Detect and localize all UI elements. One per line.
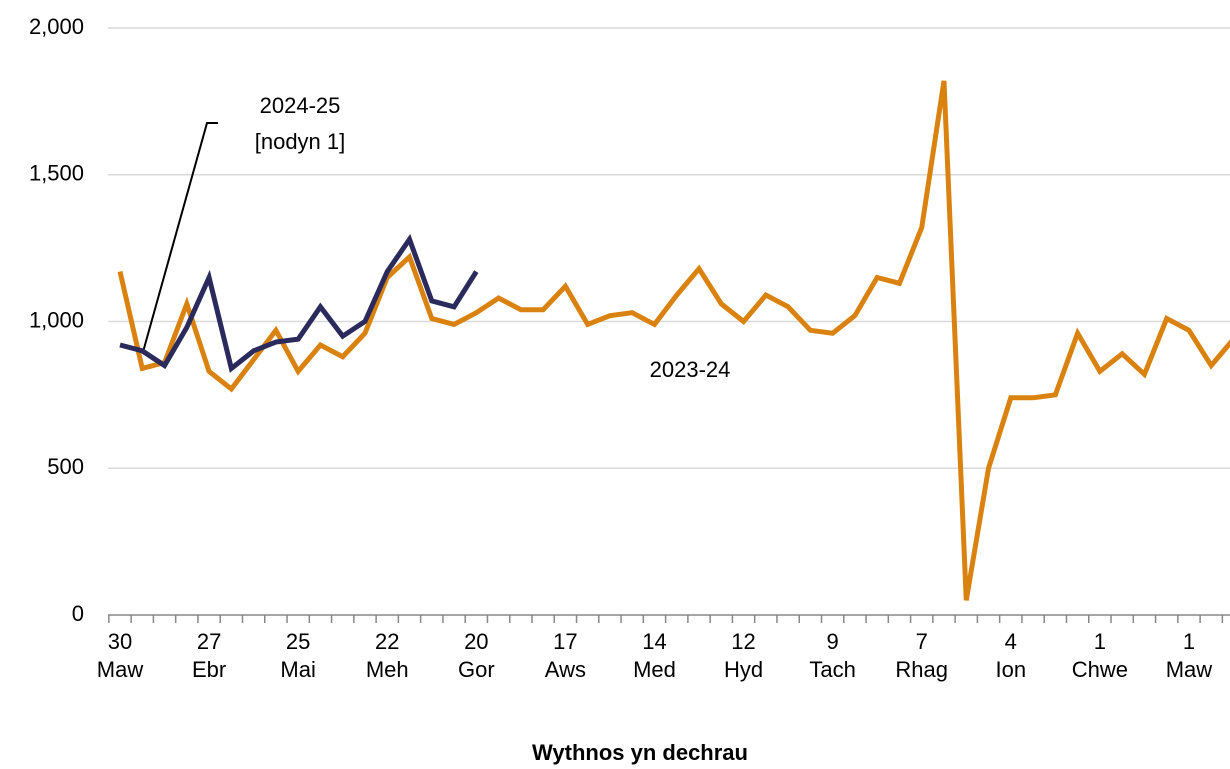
x-tick-label: 30 Maw xyxy=(96,629,144,682)
series-line xyxy=(119,233,479,373)
x-tick-label: 1 Maw xyxy=(1165,629,1213,682)
x-tick-label: 1 Chwe xyxy=(1071,629,1128,682)
x-tick-label: 12 Hyd xyxy=(723,629,764,682)
x-tick-label: 17 Aws xyxy=(544,629,586,682)
series-line xyxy=(117,80,1230,601)
annotation-line: [nodyn 1] xyxy=(254,129,346,154)
x-tick-label: 7 Rhag xyxy=(895,629,949,682)
annotation-leader xyxy=(142,122,218,353)
annotation-line: 2024-25 xyxy=(259,93,341,118)
x-tick-label: 4 Ion xyxy=(995,629,1027,682)
x-tick-label: 20 Gor xyxy=(457,629,495,682)
x-tick-label: 22 Meh xyxy=(365,629,409,682)
y-tick-label: 2,000 xyxy=(29,14,84,39)
x-tick-label: 27 Ebr xyxy=(191,629,227,682)
y-tick-label: 1,500 xyxy=(29,161,84,186)
y-tick-label: 500 xyxy=(47,454,84,479)
annotation-2024: 2024-25 [nodyn 1] xyxy=(230,88,370,160)
annotation-2023: 2023-24 xyxy=(649,357,731,382)
x-axis-title: Wythnos yn dechrau xyxy=(532,740,748,765)
y-tick-label: 0 xyxy=(72,601,84,626)
y-tick-label: 1,000 xyxy=(29,307,84,332)
x-tick-label: 25 Mai xyxy=(280,629,316,682)
x-tick-label: 14 Med xyxy=(633,629,676,682)
x-tick-label: 9 Tach xyxy=(809,629,856,682)
